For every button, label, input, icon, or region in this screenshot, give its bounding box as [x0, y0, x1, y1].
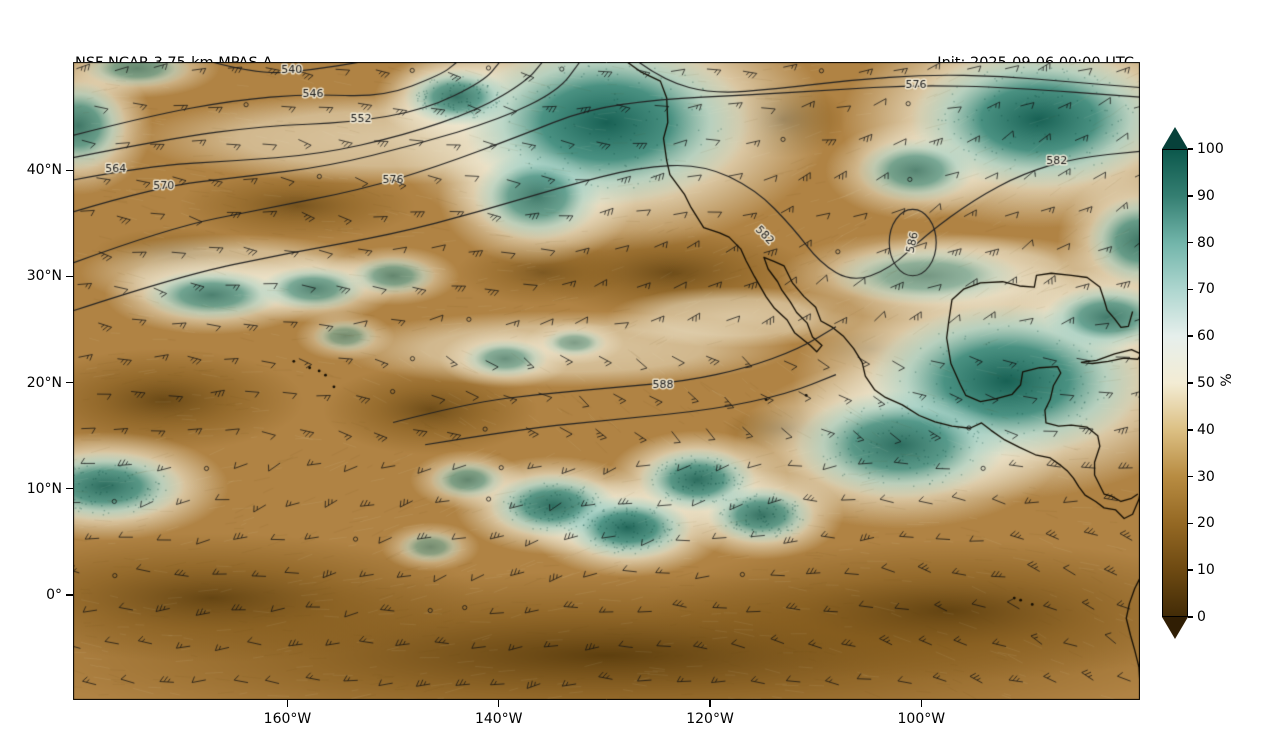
- colorbar-tick-label: 30: [1197, 468, 1215, 485]
- colorbar-tick-label: 40: [1197, 421, 1215, 438]
- y-tick-mark: [66, 381, 73, 384]
- colorbar-tick-mark: [1188, 429, 1193, 431]
- colorbar-extend-max-arrow: [1162, 127, 1188, 149]
- colorbar-tick-label: 90: [1197, 187, 1215, 204]
- colorbar-extend-min-arrow: [1162, 617, 1188, 639]
- y-tick-label: 40°N: [26, 162, 62, 179]
- x-tick-mark: [497, 700, 500, 707]
- y-tick-mark: [66, 487, 73, 490]
- y-tick-label: 30°N: [26, 268, 62, 285]
- x-tick-label: 120°W: [686, 711, 734, 727]
- colorbar-tick-mark: [1188, 569, 1193, 571]
- colorbar-tick-label: 70: [1197, 281, 1215, 298]
- x-tick-label: 140°W: [474, 711, 523, 727]
- x-tick-mark: [709, 700, 711, 707]
- colorbar-tick-label: 50: [1197, 375, 1215, 391]
- colorbar-tick-mark: [1188, 522, 1193, 525]
- colorbar-tick-label: 100: [1197, 141, 1224, 157]
- colorbar-tick-mark: [1188, 241, 1193, 244]
- colorbar-tick-mark: [1188, 616, 1193, 618]
- colorbar-tick-label: 60: [1197, 328, 1215, 345]
- weather-map-canvas: [73, 62, 1140, 700]
- y-tick-label: 0°: [46, 586, 62, 603]
- colorbar-unit-label: %: [1216, 373, 1233, 387]
- x-tick-mark: [920, 700, 923, 707]
- colorbar-tick-mark: [1188, 195, 1193, 197]
- y-tick-label: 10°N: [26, 480, 62, 497]
- y-tick-mark: [66, 169, 73, 172]
- colorbar-tick-label: 10: [1197, 562, 1215, 579]
- colorbar-tick-mark: [1188, 382, 1193, 384]
- colorbar-tick-mark: [1188, 148, 1193, 150]
- colorbar-tick-label: 80: [1197, 234, 1215, 251]
- colorbar-tick-mark: [1188, 335, 1193, 337]
- x-tick-label: 160°W: [263, 711, 312, 727]
- y-tick-label: 20°N: [26, 374, 62, 391]
- colorbar-tick-label: 0: [1197, 609, 1206, 625]
- map-plot-area: [73, 62, 1140, 700]
- x-tick-label: 100°W: [897, 711, 946, 727]
- y-tick-mark: [66, 594, 73, 596]
- colorbar-tick-label: 20: [1197, 515, 1215, 532]
- colorbar-tick-mark: [1188, 288, 1193, 291]
- colorbar-tick-mark: [1188, 475, 1193, 478]
- x-tick-mark: [286, 700, 289, 707]
- y-tick-mark: [66, 275, 73, 278]
- colorbar-gradient: [1162, 149, 1188, 617]
